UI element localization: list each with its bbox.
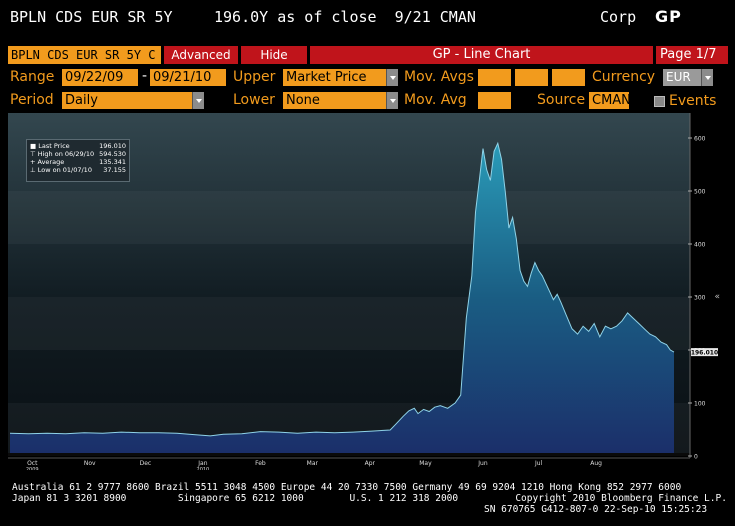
footer-contacts-1: Australia 61 2 9777 8600 Brazil 5511 304… — [12, 482, 682, 493]
footer-contacts-2: Japan 81 3 3201 8900 Singapore 65 6212 1… — [12, 493, 727, 504]
legend-item: ■ Last Price 196.010 — [30, 142, 126, 150]
legend-item: ⊥ Low on 01/07/10 37.155 — [30, 166, 126, 174]
price-chart[interactable]: 0100200300400500600 Oct2009NovDecJan2010… — [8, 113, 720, 470]
period-label: Period — [10, 92, 54, 108]
x-tick-label: Jan — [197, 460, 207, 467]
quote-summary: 196.0Y as of close 9/21 CMAN — [214, 8, 476, 26]
legend-value: 196.010 — [99, 142, 126, 150]
legend-label: Last Price — [38, 142, 70, 150]
page-indicator[interactable]: Page 1/7 — [656, 46, 728, 64]
upper-label: Upper — [233, 69, 276, 85]
x-tick-label: Aug — [590, 460, 602, 467]
lower-dropdown-icon[interactable] — [386, 92, 398, 109]
y-tick-label: 600 — [694, 136, 706, 143]
x-tick-label: Oct — [27, 460, 38, 467]
y-tick-label: 100 — [694, 401, 706, 408]
x-tick-year: 2009 — [26, 467, 39, 470]
mov-avg-input-2[interactable] — [515, 69, 548, 86]
x-tick-label: Jul — [534, 460, 543, 467]
low-icon: ⊥ — [30, 166, 38, 174]
grid-band — [8, 191, 690, 244]
y-tick-label: 300 — [694, 295, 706, 302]
legend-label: Average — [37, 158, 65, 166]
x-tick-label: Dec — [140, 460, 152, 467]
x-tick-label: Apr — [365, 460, 376, 467]
legend-value: 37.155 — [103, 166, 126, 174]
y-axis: 0100200300400500600 — [688, 113, 706, 461]
lower-label: Lower — [233, 92, 275, 108]
x-tick-label: Feb — [255, 460, 266, 467]
security-name: BPLN CDS EUR SR 5Y — [10, 8, 173, 26]
range-dash: - — [142, 68, 148, 84]
chart-title-bar: GP - Line Chart — [310, 46, 653, 64]
legend-value: 135.341 — [99, 158, 126, 166]
mov-avg-label: Mov. Avg — [404, 92, 467, 108]
price-line — [9, 141, 675, 437]
x-tick-label: May — [419, 460, 432, 467]
source-label: Source — [537, 92, 586, 108]
legend-item: ⊤ High on 06/29/10 594.530 — [30, 150, 126, 158]
x-tick-label: Nov — [84, 460, 96, 467]
currency-dropdown-icon[interactable] — [701, 69, 713, 86]
mov-avgs-label: Mov. Avgs — [404, 69, 474, 85]
legend-label: Low on 01/07/10 — [37, 166, 92, 174]
last-price-marker: 196.010 — [691, 348, 718, 357]
ticker-field[interactable]: BPLN CDS EUR SR 5Y C — [8, 46, 161, 64]
sector-label: Corp — [600, 8, 637, 26]
average-icon: + — [30, 158, 38, 166]
chart-legend: ■ Last Price 196.010 ⊤ High on 06/29/10 594… — [26, 139, 130, 182]
range-label: Range — [10, 69, 55, 85]
hide-button[interactable]: Hide — [241, 46, 307, 64]
upper-select[interactable]: Market Price — [283, 69, 386, 86]
mov-avg-input-1[interactable] — [478, 69, 511, 86]
lower-mov-avg-input[interactable] — [478, 92, 511, 109]
legend-item: + Average 135.341 — [30, 158, 126, 166]
period-dropdown-icon[interactable] — [192, 92, 204, 109]
x-tick-year: 2010 — [197, 467, 210, 470]
last-price-icon: ■ — [30, 142, 39, 150]
chart-expand-icon[interactable]: « — [714, 292, 720, 302]
x-tick-label: Mar — [307, 460, 319, 467]
lower-select[interactable]: None — [283, 92, 386, 109]
mov-avg-input-3[interactable] — [552, 69, 585, 86]
currency-select[interactable]: EUR — [663, 69, 701, 86]
top-header: BPLN CDS EUR SR 5Y 196.0Y as of close 9/… — [0, 0, 735, 40]
last-price-box — [691, 348, 718, 357]
events-label: Events — [669, 93, 717, 109]
currency-label: Currency — [592, 69, 656, 85]
advanced-button[interactable]: Advanced — [164, 46, 238, 64]
period-select[interactable]: Daily — [62, 92, 192, 109]
y-tick-label: 500 — [694, 189, 706, 196]
legend-value: 594.530 — [99, 150, 126, 158]
high-icon: ⊤ — [30, 150, 38, 158]
range-from-input[interactable]: 09/22/09 — [62, 69, 138, 86]
footer-serial: SN 670765 G412-807-0 22-Sep-10 15:25:23 — [484, 504, 708, 515]
legend-label: High on 06/29/10 — [37, 150, 95, 158]
y-tick-label: 400 — [694, 242, 706, 249]
upper-dropdown-icon[interactable] — [386, 69, 398, 86]
events-checkbox[interactable] — [654, 96, 665, 107]
x-tick-label: Jun — [477, 460, 488, 467]
range-to-input[interactable]: 09/21/10 — [150, 69, 226, 86]
function-code: GP — [655, 7, 682, 26]
last-price-label: 196.010 — [691, 350, 718, 357]
source-input[interactable]: CMAN — [589, 92, 629, 109]
y-tick-label: 0 — [694, 454, 698, 461]
